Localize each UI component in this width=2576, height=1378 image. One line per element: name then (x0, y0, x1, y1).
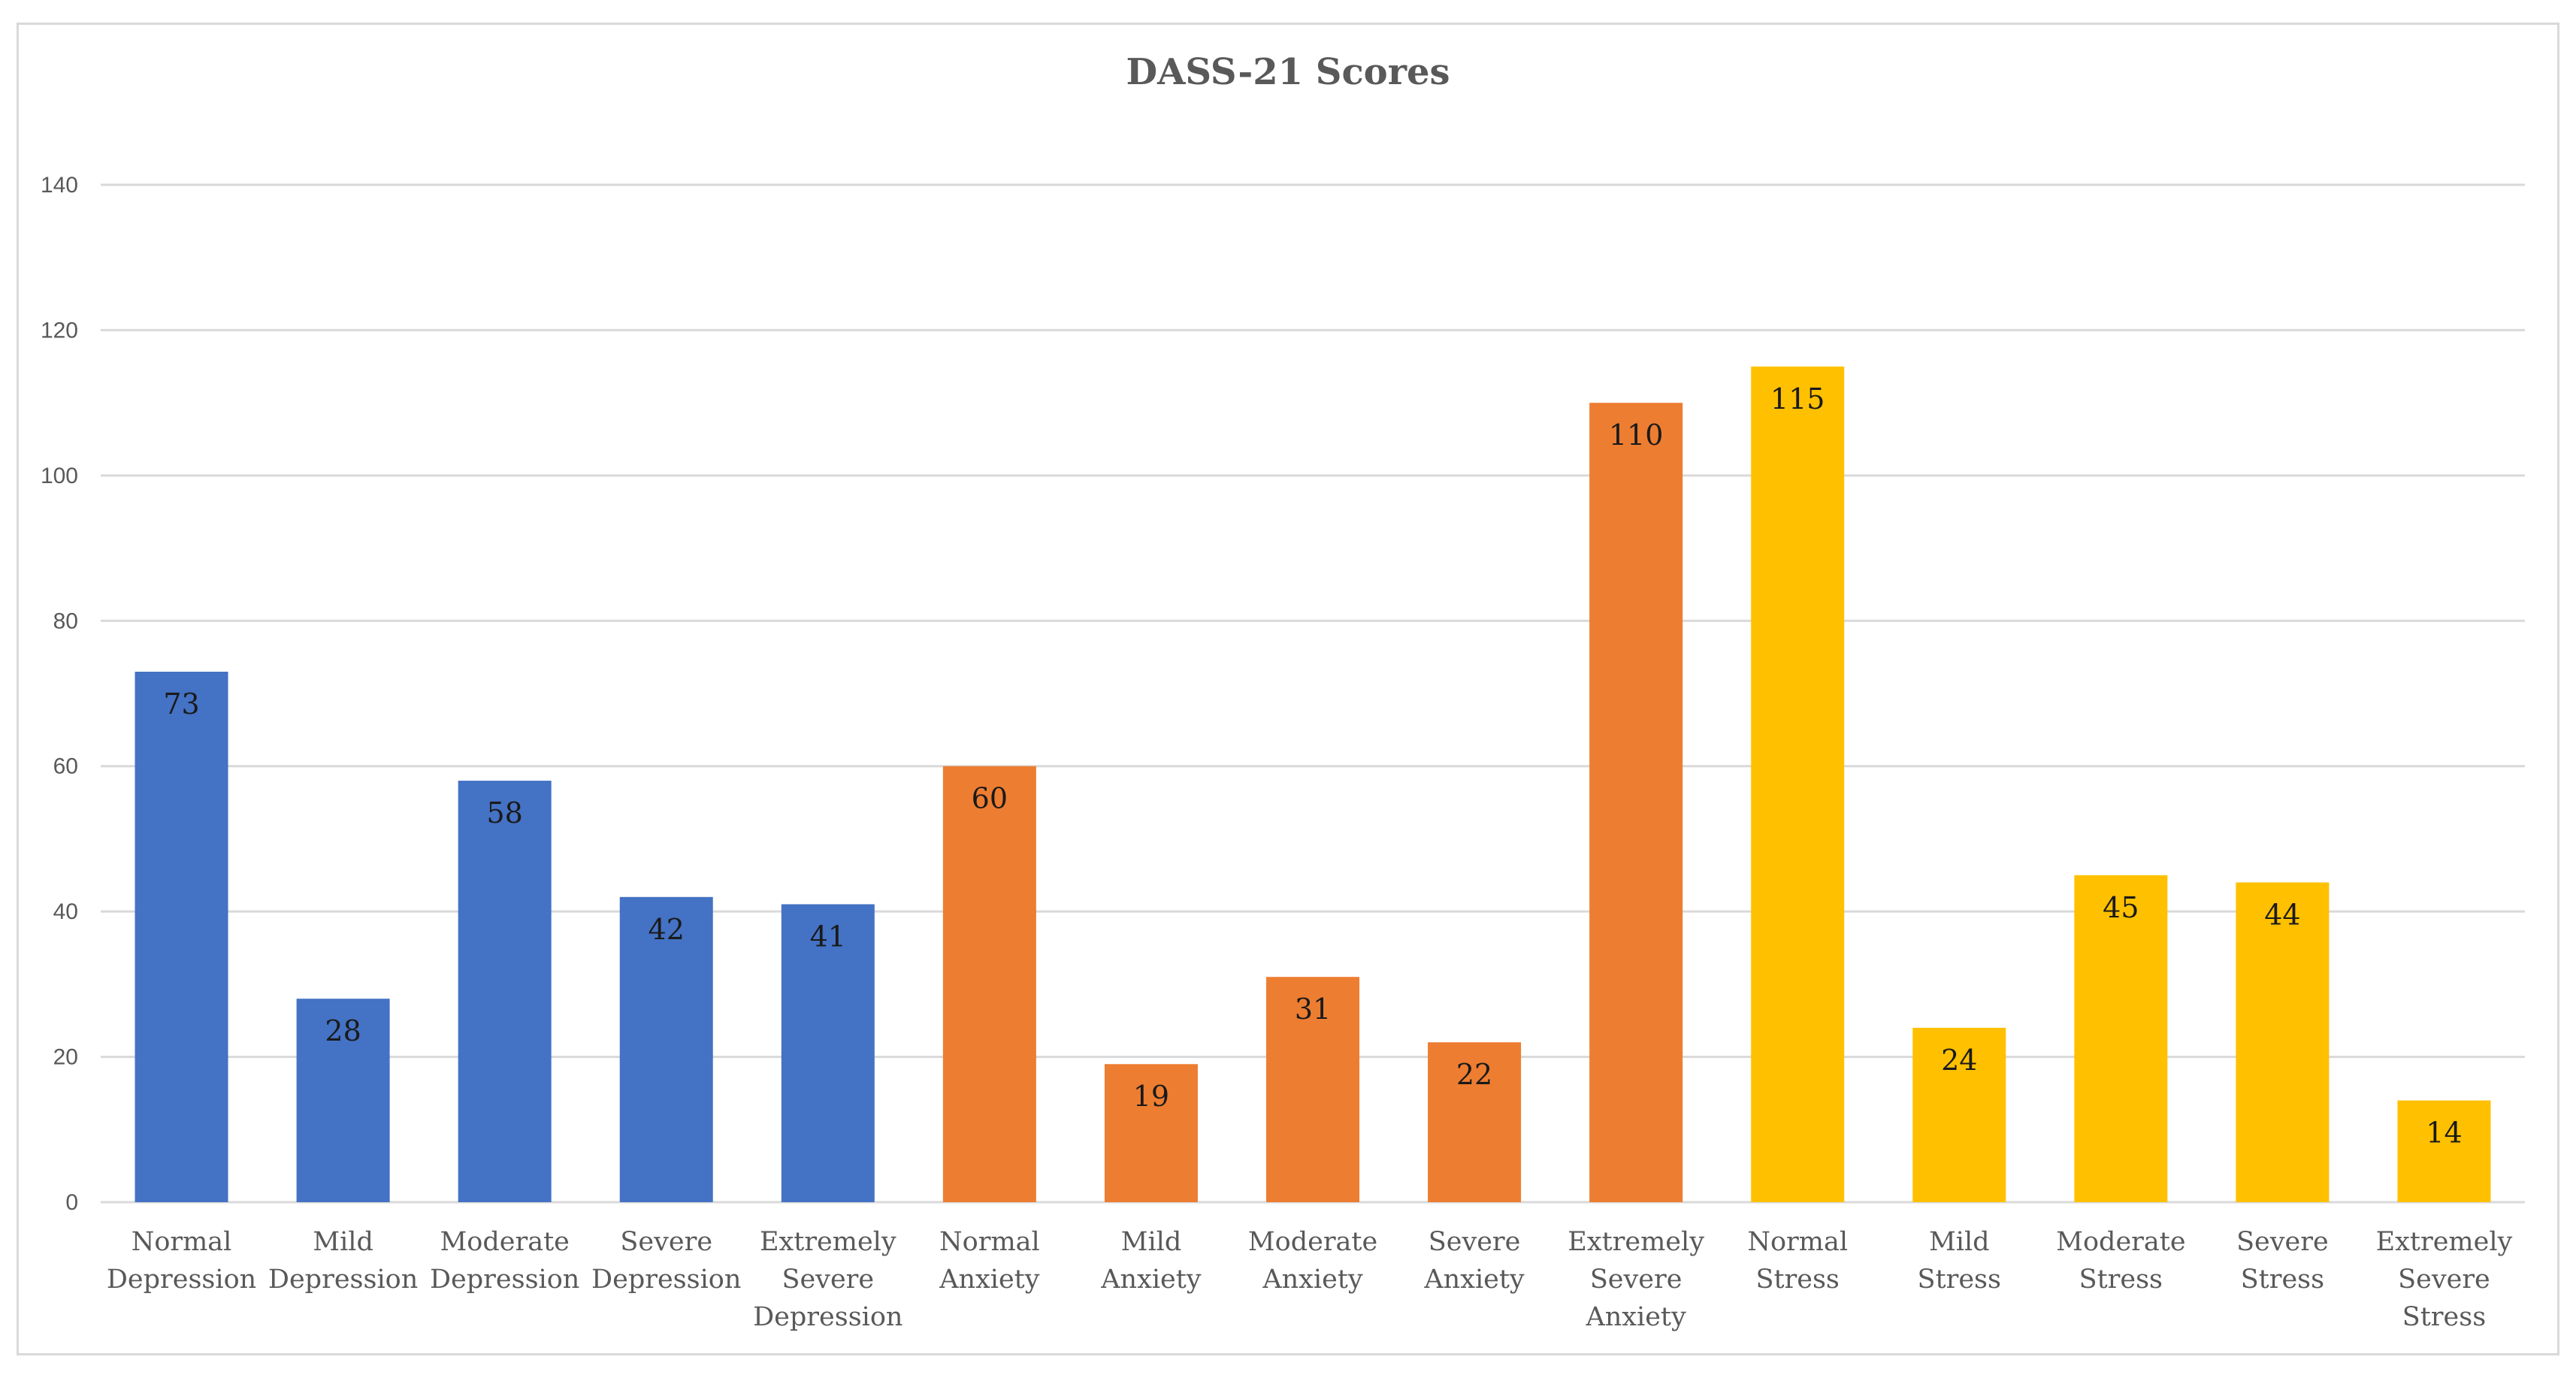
x-tick-label: Normal Stress (1747, 1227, 1848, 1295)
data-label: 115 (1770, 382, 1825, 416)
data-label: 110 (1609, 419, 1664, 452)
bar (1751, 366, 1845, 1203)
y-tick-label: 40 (53, 899, 78, 924)
bar (1428, 1042, 1522, 1202)
bar (2236, 882, 2330, 1202)
x-tick-label: Extremely Severe Anxiety (1568, 1227, 1704, 1332)
y-tick-label: 20 (53, 1045, 78, 1070)
x-tick-label: Mild Depression (268, 1227, 418, 1295)
x-tick-label: Moderate Depression (430, 1227, 579, 1295)
x-tick-label: Extremely Severe Depression (753, 1227, 903, 1332)
data-label: 58 (486, 796, 522, 830)
bar (2074, 875, 2168, 1202)
x-tick-label: Moderate Anxiety (1248, 1227, 1377, 1295)
y-tick-label: 80 (53, 609, 78, 633)
bar (942, 766, 1036, 1202)
x-tick-label: Severe Stress (2236, 1227, 2329, 1295)
x-tick-label: Mild Anxiety (1100, 1227, 1202, 1295)
x-tick-label: Moderate Stress (2056, 1227, 2185, 1295)
chart-title: DASS-21 Scores (1126, 51, 1450, 93)
bars (135, 366, 2491, 1203)
data-label: 22 (1456, 1058, 1492, 1091)
data-label: 42 (649, 913, 685, 946)
bar (1589, 403, 1683, 1203)
y-tick-label: 100 (41, 464, 78, 488)
bar (2397, 1100, 2491, 1202)
y-tick-label: 60 (53, 754, 78, 779)
data-label: 28 (325, 1014, 361, 1047)
bar (619, 896, 713, 1202)
x-tick-label: Mild Stress (1918, 1227, 2001, 1295)
x-tick-label: Severe Depression (591, 1227, 741, 1295)
bar (1912, 1027, 2006, 1202)
data-label: 45 (2103, 891, 2139, 924)
bar (1104, 1064, 1198, 1202)
data-label: 44 (2264, 898, 2300, 931)
data-label: 60 (972, 782, 1008, 815)
x-tick-label: Normal Anxiety (939, 1227, 1040, 1295)
data-label: 14 (2426, 1117, 2462, 1150)
y-tick-label: 140 (41, 173, 78, 198)
y-axis-ticks: 0 20 40 60 80 100 120 140 (41, 173, 78, 1215)
data-label: 41 (810, 920, 846, 953)
data-label: 73 (163, 687, 199, 721)
y-tick-label: 120 (41, 318, 78, 343)
bar (458, 781, 552, 1202)
bar (781, 904, 875, 1202)
data-labels: 73 28 58 42 41 60 19 31 22 110 115 24 45 44 14 (163, 382, 2462, 1150)
x-tick-label: Normal Depression (107, 1227, 256, 1295)
data-label: 31 (1295, 993, 1331, 1026)
y-tick-label: 0 (65, 1190, 78, 1215)
x-tick-label: Extremely Severe Stress (2376, 1227, 2513, 1332)
bar (135, 671, 228, 1202)
bar (296, 999, 390, 1202)
data-label: 19 (1133, 1080, 1169, 1113)
data-label: 24 (1941, 1044, 1977, 1077)
x-tick-label: Severe Anxiety (1423, 1227, 1525, 1295)
bar (1266, 977, 1359, 1202)
